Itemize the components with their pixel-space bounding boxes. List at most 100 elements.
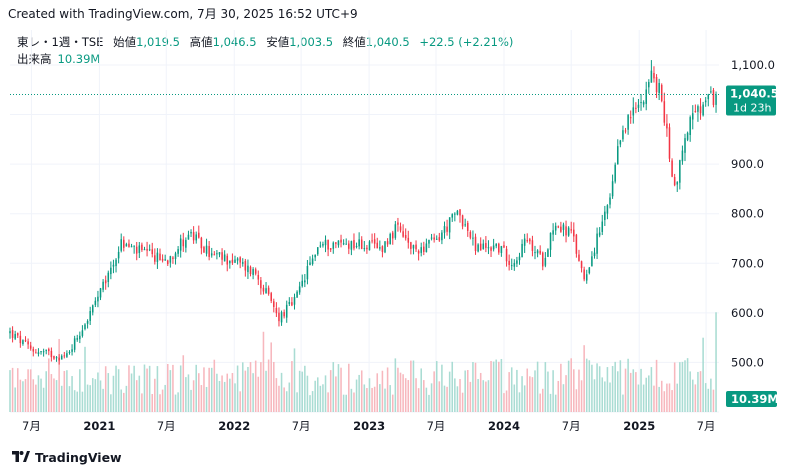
volume-bar <box>9 370 11 412</box>
volume-bar <box>518 392 521 412</box>
volume-bar <box>479 372 482 412</box>
volume-bar <box>363 384 366 412</box>
candle-body <box>304 280 306 283</box>
volume-bar <box>598 366 601 412</box>
candle-body <box>529 239 531 242</box>
volume-bar <box>135 380 138 412</box>
volume-bar <box>591 364 593 412</box>
candle-body <box>391 232 394 239</box>
candle-body <box>348 243 350 249</box>
volume-bar <box>420 368 422 412</box>
candle-body <box>534 252 536 254</box>
candle-body <box>223 254 226 262</box>
candle-body <box>97 296 99 302</box>
candle-body <box>221 252 223 260</box>
candle-body <box>94 300 97 305</box>
volume-bar <box>37 375 40 412</box>
volume-label: 出来高 <box>17 52 52 66</box>
volume-bar <box>521 376 523 412</box>
candle-body <box>373 239 376 244</box>
volume-bar <box>104 366 107 412</box>
candle-body <box>218 252 221 255</box>
volume-bar <box>273 361 275 412</box>
candle-body <box>270 293 272 301</box>
volume-bar <box>464 370 466 412</box>
candle-body <box>322 243 324 246</box>
candle-body <box>363 248 366 250</box>
volume-bar <box>350 388 353 412</box>
volume-bar <box>247 366 249 412</box>
volume-bar <box>386 367 389 412</box>
volume-bar <box>81 391 84 412</box>
candle-body <box>570 229 572 231</box>
candle-body <box>521 243 523 258</box>
candle-body <box>146 248 148 251</box>
candle-body <box>386 241 389 245</box>
volume-bar <box>329 370 332 412</box>
volume-bar <box>267 359 270 412</box>
candle-body <box>179 238 182 251</box>
candle-body <box>35 352 37 354</box>
candle-body <box>195 234 197 241</box>
candle-body <box>84 324 86 329</box>
volume-bar <box>562 384 565 412</box>
candle-body <box>86 320 89 324</box>
volume-bar <box>381 370 384 412</box>
candle-body <box>381 246 384 252</box>
volume-bar <box>327 392 329 412</box>
candle-body <box>671 160 673 177</box>
high-label: 高値 <box>189 35 213 49</box>
low-value: 1,003.5 <box>289 35 334 49</box>
volume-bar <box>601 377 604 412</box>
volume-bar <box>208 367 210 412</box>
candle-body <box>262 287 265 292</box>
volume-bar <box>169 370 172 412</box>
candle-body <box>337 240 340 246</box>
volume-bar <box>288 382 291 412</box>
volume-bar <box>223 381 226 412</box>
volume-legend: 出来高 10.39M <box>17 51 100 67</box>
candle-body <box>280 312 283 323</box>
candle-body <box>319 245 322 247</box>
candle-body <box>133 245 135 247</box>
candle-body <box>128 243 130 247</box>
volume-bar <box>97 372 99 412</box>
volume-bar <box>76 391 79 412</box>
candle-body <box>254 269 257 274</box>
candle-body <box>148 249 151 251</box>
candle-body <box>296 291 298 298</box>
candle-body <box>663 101 666 123</box>
volume-bar <box>604 381 606 412</box>
x-tick-label: 7月 <box>427 419 446 433</box>
candle-body <box>172 257 174 259</box>
candle-body <box>410 242 412 249</box>
volume-bar <box>53 378 55 412</box>
volume-bar <box>22 381 24 412</box>
candle-body <box>275 307 278 314</box>
volume-bar <box>337 364 340 412</box>
candle-body <box>715 94 717 105</box>
volume-bar <box>397 367 399 412</box>
volume-bar <box>624 368 627 412</box>
volume-bar <box>306 375 309 412</box>
candle-body <box>505 248 508 262</box>
candle-body <box>376 242 379 249</box>
volume-bar <box>560 363 562 412</box>
candle-body <box>203 247 205 253</box>
candle-body <box>316 247 319 255</box>
candle-body <box>441 232 443 241</box>
volume-bar <box>177 392 179 412</box>
volume-bar <box>182 355 185 412</box>
x-tick-label: 2022 <box>218 419 250 433</box>
symbol-label[interactable]: 東レ・1週・TSE <box>17 35 104 49</box>
candle-body <box>311 258 314 265</box>
candle-body <box>185 240 187 248</box>
volume-bar <box>117 369 120 412</box>
volume-bar <box>570 358 572 412</box>
candle-body <box>604 211 606 221</box>
volume-bar <box>498 361 500 412</box>
candle-body <box>412 245 415 249</box>
volume-bar <box>513 384 516 412</box>
volume-bar <box>653 385 655 412</box>
